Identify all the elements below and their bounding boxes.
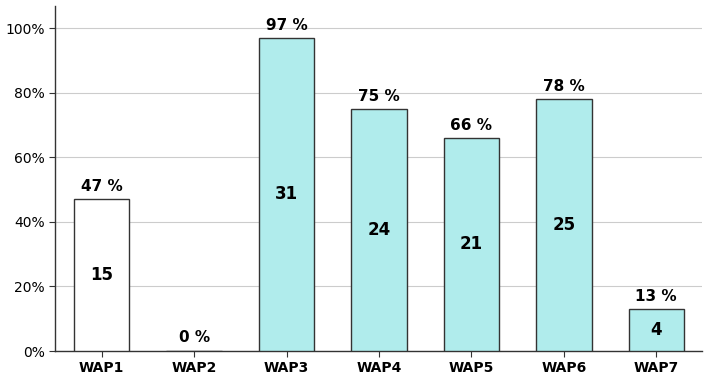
Bar — [536, 99, 592, 351]
Bar — [629, 309, 684, 351]
Text: 75 %: 75 % — [358, 89, 400, 104]
Text: 47 %: 47 % — [81, 179, 122, 194]
Bar — [74, 199, 130, 351]
Text: 66 %: 66 % — [450, 118, 492, 133]
Bar — [444, 138, 499, 351]
Bar — [351, 109, 406, 351]
Text: 13 %: 13 % — [635, 289, 677, 304]
Text: 24: 24 — [367, 221, 391, 239]
Text: 25: 25 — [552, 216, 576, 234]
Bar — [259, 38, 314, 351]
Text: 15: 15 — [90, 266, 113, 284]
Text: 97 %: 97 % — [266, 18, 307, 33]
Text: 78 %: 78 % — [543, 79, 585, 94]
Text: 0 %: 0 % — [178, 330, 210, 344]
Text: 31: 31 — [275, 186, 298, 203]
Text: 4: 4 — [651, 321, 662, 339]
Text: 21: 21 — [459, 235, 483, 253]
